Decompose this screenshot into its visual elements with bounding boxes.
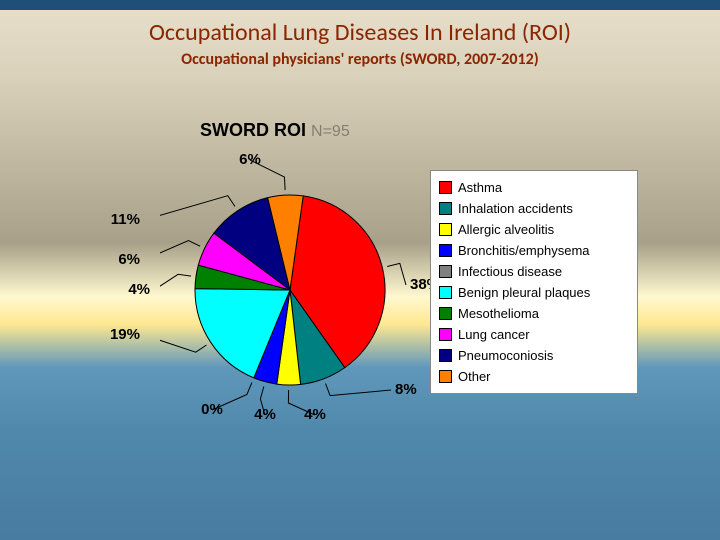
slice-label: 4%: [105, 281, 150, 298]
legend-row: Infectious disease: [439, 261, 629, 282]
legend-row: Bronchitis/emphysema: [439, 240, 629, 261]
slide-subtitle: Occupational physicians' reports (SWORD,…: [0, 50, 720, 69]
legend-swatch: [439, 286, 452, 299]
legend-swatch: [439, 244, 452, 257]
legend-swatch: [439, 265, 452, 278]
legend: Asthma Inhalation accidents Allergic alveo…: [430, 170, 638, 394]
legend-row: Mesothelioma: [439, 303, 629, 324]
slide: Occupational Lung Diseases In Ireland (R…: [0, 0, 720, 540]
legend-label: Allergic alveolitis: [458, 222, 554, 237]
legend-row: Allergic alveolitis: [439, 219, 629, 240]
legend-swatch: [439, 307, 452, 320]
legend-row: Pneumoconiosis: [439, 345, 629, 366]
legend-swatch: [439, 202, 452, 215]
legend-label: Infectious disease: [458, 264, 562, 279]
legend-row: Other: [439, 366, 629, 387]
pie-chart: [160, 160, 420, 420]
top-bar: [0, 0, 720, 10]
legend-swatch: [439, 328, 452, 341]
legend-label: Inhalation accidents: [458, 201, 573, 216]
chart-title: SWORD ROI N=95: [200, 120, 350, 141]
slice-label: 0%: [192, 401, 232, 418]
chart-title-n: N=95: [311, 123, 350, 140]
legend-label: Pneumoconiosis: [458, 348, 553, 363]
legend-swatch: [439, 181, 452, 194]
legend-row: Asthma: [439, 177, 629, 198]
legend-label: Mesothelioma: [458, 306, 539, 321]
legend-swatch: [439, 223, 452, 236]
legend-row: Benign pleural plaques: [439, 282, 629, 303]
legend-label: Asthma: [458, 180, 502, 195]
legend-row: Inhalation accidents: [439, 198, 629, 219]
chart-area: SWORD ROI N=95 38%8%4%4%0%19%4%6%11%6% A…: [80, 120, 640, 480]
chart-title-main: SWORD ROI: [200, 120, 306, 140]
slice-label: 6%: [95, 251, 140, 268]
legend-swatch: [439, 370, 452, 383]
slice-label: 6%: [230, 151, 270, 168]
legend-row: Lung cancer: [439, 324, 629, 345]
legend-label: Lung cancer: [458, 327, 530, 342]
legend-swatch: [439, 349, 452, 362]
legend-label: Benign pleural plaques: [458, 285, 590, 300]
slide-title: Occupational Lung Diseases In Ireland (R…: [0, 18, 720, 47]
slice-label: 11%: [95, 211, 140, 228]
legend-label: Other: [458, 369, 491, 384]
slice-label: 19%: [95, 326, 140, 343]
slice-label: 4%: [295, 406, 335, 423]
legend-label: Bronchitis/emphysema: [458, 243, 590, 258]
slice-label: 8%: [395, 381, 417, 398]
slice-label: 4%: [245, 406, 285, 423]
